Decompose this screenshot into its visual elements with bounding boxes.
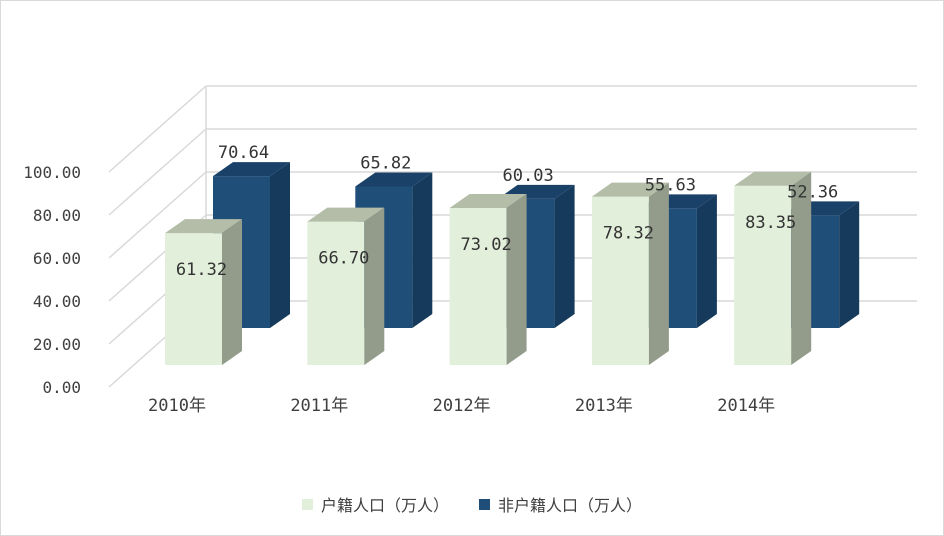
x-tick-label: 2013年: [575, 396, 633, 416]
x-tick-label: 2014年: [717, 396, 775, 416]
x-tick-label: 2011年: [290, 396, 348, 416]
data-label-s1-4: 52.36: [787, 182, 838, 202]
bar-side-s1-2: [554, 184, 575, 328]
x-tick-label: 2012年: [433, 396, 491, 416]
legend-swatch-series-0: [301, 498, 313, 510]
bar-side-s0-2: [506, 194, 527, 365]
data-label-s1-3: 55.63: [645, 175, 696, 195]
bar-top-s0-0: [165, 219, 242, 234]
bar-s0-2: [449, 208, 507, 365]
bar-side-s0-4: [791, 171, 812, 365]
bar-side-s1-0: [270, 162, 290, 328]
bar-side-s1-3: [696, 194, 717, 328]
legend-label-series-1: 非户籍人口（万人）: [498, 496, 643, 515]
bar-side-s0-0: [222, 219, 242, 365]
gridline-side-3: [108, 171, 207, 259]
y-tick-label: 80.00: [33, 206, 81, 225]
y-tick-label: 0.00: [42, 378, 81, 397]
bar-side-s0-3: [648, 182, 669, 365]
y-tick-label: 60.00: [33, 249, 81, 268]
data-label-s0-0: 61.32: [176, 260, 227, 280]
legend-label-series-0: 户籍人口（万人）: [320, 496, 449, 515]
bar-side-s1-1: [412, 172, 433, 328]
legend-item-series-0: 户籍人口（万人）: [301, 492, 449, 516]
bar-top-s0-3: [591, 182, 669, 197]
bar-s0-1: [307, 221, 365, 365]
bar-top-s1-1: [355, 172, 433, 187]
x-tick-label: 2010年: [148, 396, 206, 416]
data-label-s1-1: 65.82: [360, 153, 411, 173]
chart-legend: 户籍人口（万人） 非户籍人口（万人）: [0, 492, 944, 516]
legend-swatch-series-1: [479, 498, 490, 510]
legend-item-series-1: 非户籍人口（万人）: [479, 492, 642, 516]
data-label-s0-4: 83.35: [745, 213, 796, 233]
data-label-s1-0: 70.64: [218, 143, 269, 163]
bar-s0-0: [165, 233, 222, 365]
bar-top-s0-1: [307, 207, 385, 222]
data-label-s1-2: 60.03: [503, 166, 554, 186]
bar-side-s0-1: [364, 207, 385, 365]
y-tick-label: 40.00: [33, 292, 81, 311]
bar-top-s0-2: [449, 194, 527, 209]
bar-side-s1-4: [839, 201, 860, 328]
data-label-s0-3: 78.32: [603, 224, 654, 244]
gridline-side-5: [108, 85, 207, 173]
data-label-s0-1: 66.70: [318, 249, 369, 269]
y-tick-label: 100.00: [23, 163, 81, 182]
data-label-s0-2: 73.02: [461, 235, 512, 255]
y-tick-label: 20.00: [33, 335, 81, 354]
gridline-side-4: [108, 128, 207, 216]
bar-s0-4: [734, 185, 792, 365]
bar-s0-3: [591, 196, 649, 365]
chart-plot: 0.00 20.00 40.00 60.00 80.00 100.00 61.32 66.70…: [23, 85, 917, 416]
bar-top-s0-4: [734, 171, 812, 186]
bar-top-s1-0: [213, 162, 290, 177]
